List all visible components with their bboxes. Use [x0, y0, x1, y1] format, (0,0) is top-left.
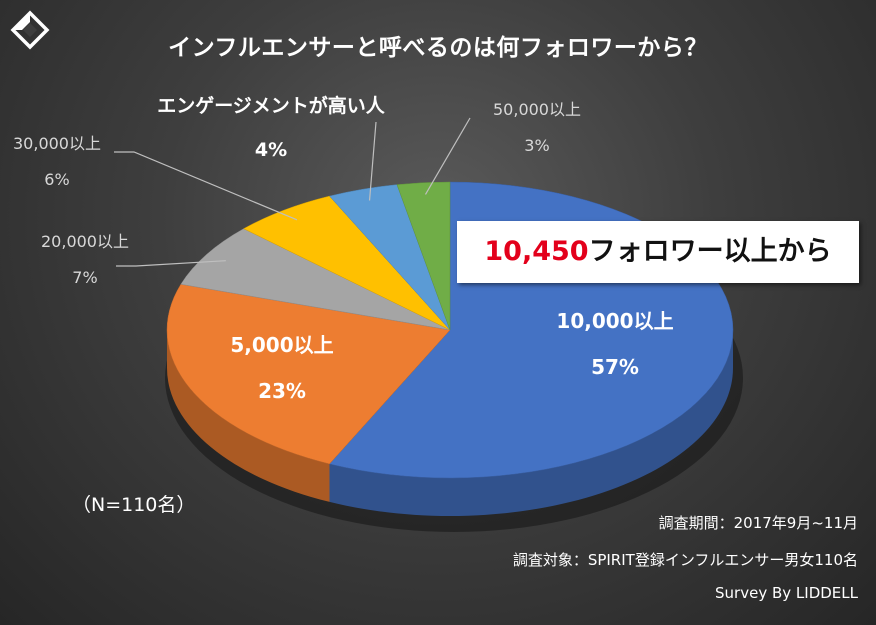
pie-slice: [396, 181, 451, 331]
slice-label-category: 50,000以上: [493, 100, 581, 119]
slice-label-percent: 57%: [591, 355, 639, 379]
sample-size: （N=110名）: [72, 494, 196, 516]
slice-label-category: 20,000以上: [41, 232, 129, 251]
slice-label-category: 5,000以上: [230, 333, 334, 357]
slice-label-50000: 50,000以上 3%: [482, 92, 592, 164]
chart-title: インフルエンサーと呼べるのは何フォロワーから？: [168, 35, 708, 61]
slice-label-engagement: エンゲージメントが高い人 4%: [136, 84, 406, 172]
callout-text: フォロワー以上から: [588, 236, 832, 267]
slice-label-category: 10,000以上: [556, 309, 674, 333]
slice-label-percent: 4%: [254, 139, 288, 161]
slice-label-percent: 3%: [524, 136, 550, 155]
threshold-callout: 10,450フォロワー以上から: [457, 221, 859, 283]
slice-label-20000: 20,000以上 7%: [30, 224, 140, 296]
slice-label-percent: 23%: [258, 379, 306, 403]
slice-label-10000: 10,000以上 57%: [530, 298, 700, 390]
leader-line: [368, 121, 377, 201]
slice-label-category: エンゲージメントが高い人: [157, 95, 385, 117]
leader-line: [116, 260, 226, 267]
slice-label-30000: 30,000以上 6%: [2, 126, 112, 198]
pie-slice-side: [167, 330, 330, 502]
survey-credit: Survey By LIDDELL: [715, 584, 858, 602]
pie-slice: [166, 283, 451, 465]
slice-label-percent: 7%: [72, 268, 98, 287]
pie-slice: [180, 228, 451, 331]
slice-label-category: 30,000以上: [13, 134, 101, 153]
leader-line: [114, 151, 298, 221]
slice-label-percent: 6%: [44, 170, 70, 189]
pie-slice-side: [329, 330, 733, 516]
brand-logo-icon: [10, 10, 50, 50]
survey-period: 調査期間：2017年9月~11月: [658, 514, 858, 532]
callout-number: 10,450: [484, 236, 589, 267]
survey-target: 調査対象：SPIRIT登録インフルエンサー男女110名: [512, 551, 858, 569]
leader-line: [424, 117, 471, 195]
slice-label-5000: 5,000以上 23%: [207, 322, 357, 414]
